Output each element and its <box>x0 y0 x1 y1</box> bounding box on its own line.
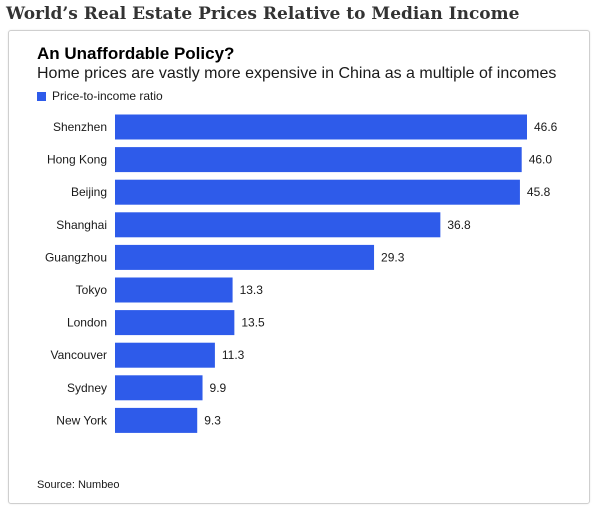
value-label: 45.8 <box>527 185 551 199</box>
value-label: 13.5 <box>241 316 265 330</box>
page-heading: World’s Real Estate Prices Relative to M… <box>6 4 520 24</box>
category-label: Shanghai <box>56 218 107 232</box>
category-label: Hong Kong <box>47 153 107 167</box>
bar-tokyo <box>115 277 233 303</box>
value-label: 9.9 <box>210 381 227 395</box>
legend-label: Price-to-income ratio <box>52 89 163 103</box>
category-label: Guangzhou <box>45 250 107 264</box>
category-label: Shenzhen <box>53 120 107 134</box>
value-label: 29.3 <box>381 250 405 264</box>
value-label: 9.3 <box>204 413 221 427</box>
category-label: Tokyo <box>76 283 108 297</box>
bar-guangzhou <box>115 244 375 270</box>
legend: Price-to-income ratio <box>37 89 163 103</box>
bar-chart: Shenzhen 46.6 Hong Kong 46.0 Beijing 45.8 Shan… <box>45 114 558 433</box>
chart-title: An Unaffordable Policy? <box>37 44 235 63</box>
chart-subtitle: Home prices are vastly more expensive in… <box>37 65 557 82</box>
value-label: 11.3 <box>222 348 245 362</box>
category-label: Sydney <box>67 381 107 395</box>
bar-shenzhen <box>115 114 527 140</box>
category-label: Vancouver <box>51 348 107 362</box>
bar-london <box>115 310 235 336</box>
bar-sydney <box>115 375 203 401</box>
value-label: 36.8 <box>447 218 471 232</box>
category-label: London <box>67 316 107 330</box>
chart-card: An Unaffordable Policy? Home prices are … <box>8 30 590 504</box>
value-label: 46.6 <box>534 120 558 134</box>
legend-swatch <box>37 91 46 101</box>
source-note: Source: Numbeo <box>37 479 120 491</box>
value-label: 13.3 <box>240 283 264 297</box>
bar-beijing <box>115 179 520 205</box>
bar-hong-kong <box>115 147 522 173</box>
bar-shanghai <box>115 212 441 238</box>
bar-new-york <box>115 407 198 433</box>
bar-vancouver <box>115 342 215 368</box>
category-label: New York <box>56 413 108 427</box>
value-label: 46.0 <box>529 153 553 167</box>
category-label: Beijing <box>71 185 107 199</box>
